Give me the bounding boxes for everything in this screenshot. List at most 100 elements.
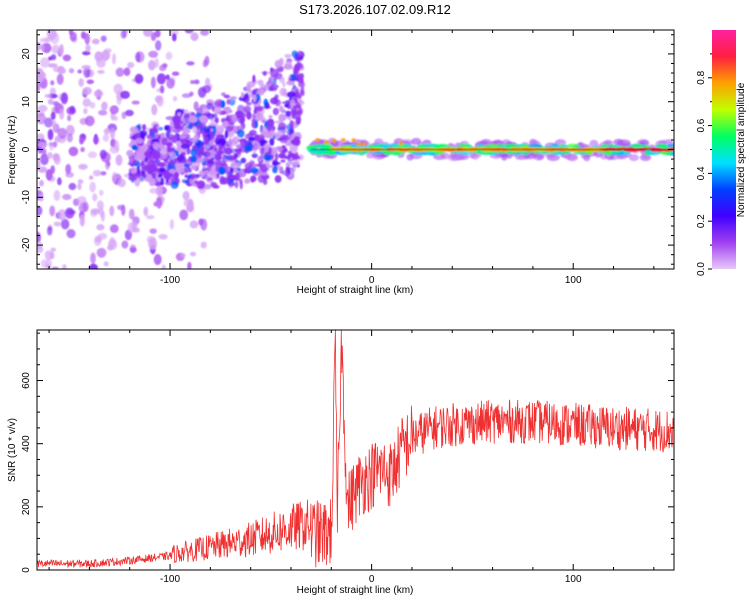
- spectrogram-cell: [84, 33, 90, 45]
- spectrogram-cell: [37, 159, 41, 170]
- spectrogram-cell: [212, 184, 220, 189]
- spectrogram-cell: [121, 204, 126, 216]
- spectrogram-cell: [366, 151, 375, 159]
- spectrogram-cell: [189, 220, 199, 229]
- spectrogram-cell: [152, 141, 161, 151]
- spectrogram-cell: [265, 164, 275, 168]
- spectrogram-cell: [92, 193, 98, 202]
- spectrogram-cell: [69, 105, 76, 114]
- spectrogram-cell: [98, 189, 104, 196]
- spectrogram-cell: [223, 121, 228, 125]
- snr-ytick-label: 200: [21, 498, 32, 515]
- spectrogram-cell: [204, 183, 211, 190]
- spectrogram-cell: [51, 266, 59, 269]
- spectrogram-cell: [47, 151, 53, 159]
- spectrogram-cell: [38, 71, 46, 79]
- spectrogram-cell: [133, 227, 140, 233]
- spectrogram-cell: [220, 100, 226, 109]
- colorbar: 0.0 0.2 0.4 0.6 0.8 Normalized spectral ampl…: [696, 30, 747, 276]
- spectrogram-cell: [115, 67, 125, 77]
- spectrogram-cell: [57, 177, 62, 186]
- spectrogram-cell: [159, 64, 167, 72]
- spectrogram-cell: [269, 137, 275, 146]
- spectrogram-cell: [79, 214, 85, 227]
- spectrogram-cell: [154, 57, 159, 68]
- spectrogram-cell: [312, 144, 325, 149]
- spectrogram-cell: [83, 108, 88, 115]
- spectrogram-cell: [282, 81, 286, 88]
- spectrogram-cell: [447, 154, 461, 162]
- spectrogram-cell: [149, 228, 157, 234]
- spectrogram-cell: [246, 111, 252, 120]
- spectrogram-cell: [37, 104, 48, 113]
- spectrogram-cell: [144, 157, 148, 163]
- spectrogram-cell: [203, 144, 211, 149]
- spectrogram-cell: [113, 140, 120, 151]
- spectrogram-cell: [226, 175, 234, 181]
- spectrogram-cell: [283, 172, 287, 176]
- spectrogram-cell: [44, 250, 53, 261]
- spectrogram-cell: [154, 30, 161, 38]
- spectrogram-cell: [391, 151, 403, 156]
- spectrogram-cell: [157, 126, 164, 131]
- spectrogram-cell: [57, 209, 67, 221]
- spectrogram-cell: [230, 162, 239, 167]
- spectrogram-cell: [52, 119, 57, 132]
- spectrogram-cell: [200, 241, 207, 249]
- spectrogram-cell: [293, 105, 298, 112]
- colorbar-label: Normalized spectral amplitude: [736, 82, 747, 217]
- spectrogram-cell: [324, 140, 330, 145]
- snr-ytick-label: 600: [21, 372, 32, 389]
- spectrogram-cell: [289, 99, 296, 107]
- spectrogram-cell: [223, 94, 231, 99]
- spectrogram-cell: [165, 74, 170, 80]
- spectrogram-cell: [190, 148, 198, 157]
- spectrogram-cell: [151, 151, 156, 157]
- spectrogram-cell: [462, 147, 469, 150]
- spectrogram-ytick-label: -20: [21, 237, 32, 252]
- snr-xtick-label: 100: [565, 574, 582, 585]
- spectrogram-cell: [96, 247, 107, 258]
- spectrogram-cell: [427, 143, 437, 148]
- spectrogram-cell: [81, 64, 91, 70]
- spectrogram-cell: [50, 247, 56, 252]
- spectrogram-cell: [181, 93, 192, 98]
- colorbar-gradient: [712, 30, 736, 269]
- spectrogram-cell: [297, 116, 302, 123]
- spectrogram-cell: [77, 196, 87, 205]
- spectrogram-cell: [120, 90, 130, 99]
- spectrogram-cell: [160, 132, 166, 139]
- spectrogram-cell: [68, 146, 79, 157]
- spectrogram-cell: [148, 237, 158, 250]
- spectrogram-cell: [180, 253, 186, 258]
- spectrogram-cell: [216, 134, 225, 139]
- spectrogram-cell: [92, 169, 102, 177]
- spectrogram-cell: [276, 130, 283, 137]
- spectrogram-cell: [64, 207, 75, 219]
- spectrogram-cell: [240, 157, 247, 164]
- spectrogram-cell: [220, 163, 227, 167]
- spectrogram-cell: [300, 86, 305, 93]
- spectrogram-ytick-label: 10: [21, 96, 32, 108]
- spectrogram-cell: [285, 161, 292, 167]
- spectrogram-cell: [177, 112, 182, 117]
- spectrogram-cell: [296, 65, 300, 72]
- spectrogram-cell: [180, 143, 189, 149]
- colorbar-ticks: 0.0 0.2 0.4 0.6 0.8: [696, 53, 712, 276]
- spectrogram-cell: [196, 182, 204, 189]
- snr-xlabel: Height of straight line (km): [297, 585, 414, 596]
- spectrogram-cell: [190, 32, 199, 42]
- spectrogram-cell: [234, 177, 240, 181]
- spectrogram-cell: [57, 127, 68, 139]
- spectrogram-cell: [83, 66, 91, 79]
- spectrogram-cell: [214, 160, 223, 169]
- spectrogram-cell: [157, 173, 163, 178]
- spectrogram-cell: [287, 168, 291, 176]
- spectrogram-cell: [173, 116, 182, 122]
- spectrogram-cell: [197, 150, 204, 157]
- spectrogram-cell: [398, 141, 404, 146]
- spectrogram-cell: [93, 89, 104, 98]
- spectrogram-cell: [210, 165, 216, 173]
- spectrogram-cell: [193, 79, 200, 85]
